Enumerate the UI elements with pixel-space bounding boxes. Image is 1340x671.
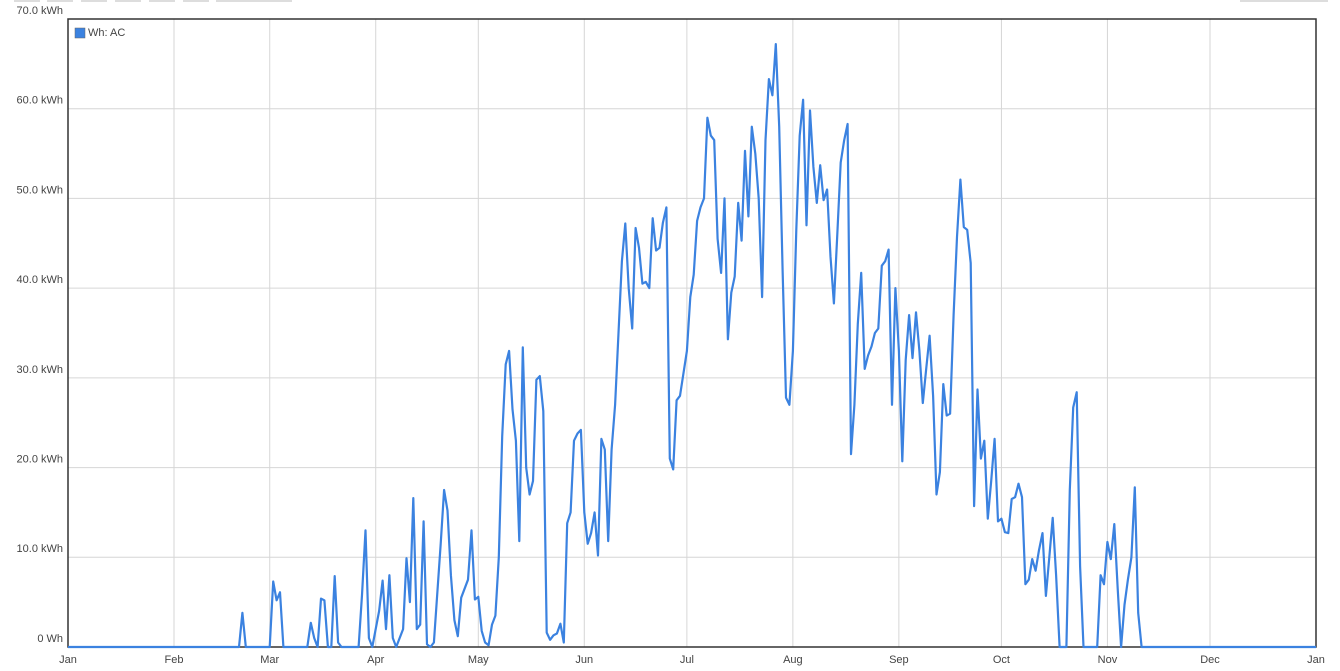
legend-label: Wh: AC <box>88 27 125 39</box>
x-tick-label: Feb <box>165 654 184 666</box>
toolbar <box>14 0 1328 2</box>
x-tick-label: Jun <box>575 654 593 666</box>
y-tick-label: 20.0 kWh <box>17 453 63 465</box>
y-tick-label: 30.0 kWh <box>17 364 63 376</box>
x-tick-label: Nov <box>1098 654 1118 666</box>
legend-swatch <box>74 27 86 39</box>
x-tick-label: Jan <box>1307 654 1325 666</box>
x-tick-label: Dec <box>1200 654 1220 666</box>
x-tick-label: Jan <box>59 654 77 666</box>
x-tick-label: Jul <box>680 654 694 666</box>
x-tick-label: Apr <box>367 654 384 666</box>
y-tick-label: 0 Wh <box>37 633 63 645</box>
y-tick-label: 50.0 kWh <box>17 184 63 196</box>
x-tick-label: Mar <box>260 654 279 666</box>
x-tick-label: Aug <box>783 654 803 666</box>
x-tick-label: Oct <box>993 654 1010 666</box>
data-line <box>68 43 1316 649</box>
plot-border <box>67 18 1317 648</box>
y-tick-label: 10.0 kWh <box>17 543 63 555</box>
y-tick-label: 70.0 kWh <box>17 5 63 17</box>
y-tick-label: 60.0 kWh <box>17 95 63 107</box>
x-tick-label: Sep <box>889 654 909 666</box>
y-tick-label: 40.0 kWh <box>17 274 63 286</box>
x-tick-label: May <box>468 654 489 666</box>
